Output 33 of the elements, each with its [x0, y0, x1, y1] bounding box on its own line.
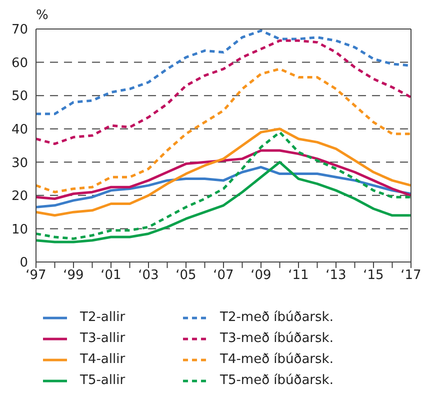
x-tick-label: ‘05 [176, 268, 196, 284]
y-tick-label: 10 [11, 222, 28, 238]
legend-label: T5-með íbúðarsk. [220, 373, 334, 388]
line-series [36, 128, 411, 217]
legend-label: T4-með íbúðarsk. [220, 352, 334, 367]
x-tick-label: ‘17 [400, 268, 422, 284]
x-tick-label: ‘03 [138, 268, 159, 284]
legend-label: T2-með íbúðarsk. [220, 310, 334, 325]
y-tick-label: 50 [11, 89, 28, 104]
line-series [36, 39, 411, 146]
y-tick-label: 0 [20, 256, 28, 271]
x-tick-label: ‘01 [100, 268, 122, 284]
y-tick-label: 20 [11, 189, 28, 204]
x-tick-label: ‘15 [363, 268, 384, 284]
legend-label: T3-allir [80, 331, 126, 346]
x-tick-label: ‘13 [326, 268, 346, 284]
x-tick-label: ‘99 [63, 268, 84, 284]
x-tick-label: ‘09 [250, 268, 272, 284]
x-tick-label: ‘11 [288, 268, 309, 284]
line-series [36, 130, 411, 240]
y-tick-label: 60 [11, 56, 28, 71]
legend-label: T2-allir [80, 310, 126, 325]
line-series [36, 149, 411, 200]
x-tick-label: ‘97 [26, 268, 46, 284]
legend-label: T5-allir [80, 373, 126, 388]
legend-label: T4-allir [80, 352, 126, 367]
y-tick-label: 40 [11, 122, 28, 138]
line-series [36, 68, 411, 194]
y-tick-label: 30 [11, 156, 28, 171]
y-axis-title: % [36, 8, 48, 23]
legend-label: T3-með íbúðarsk. [220, 331, 334, 346]
y-tick-label: 70 [11, 22, 28, 38]
x-tick-label: ‘07 [213, 268, 234, 284]
